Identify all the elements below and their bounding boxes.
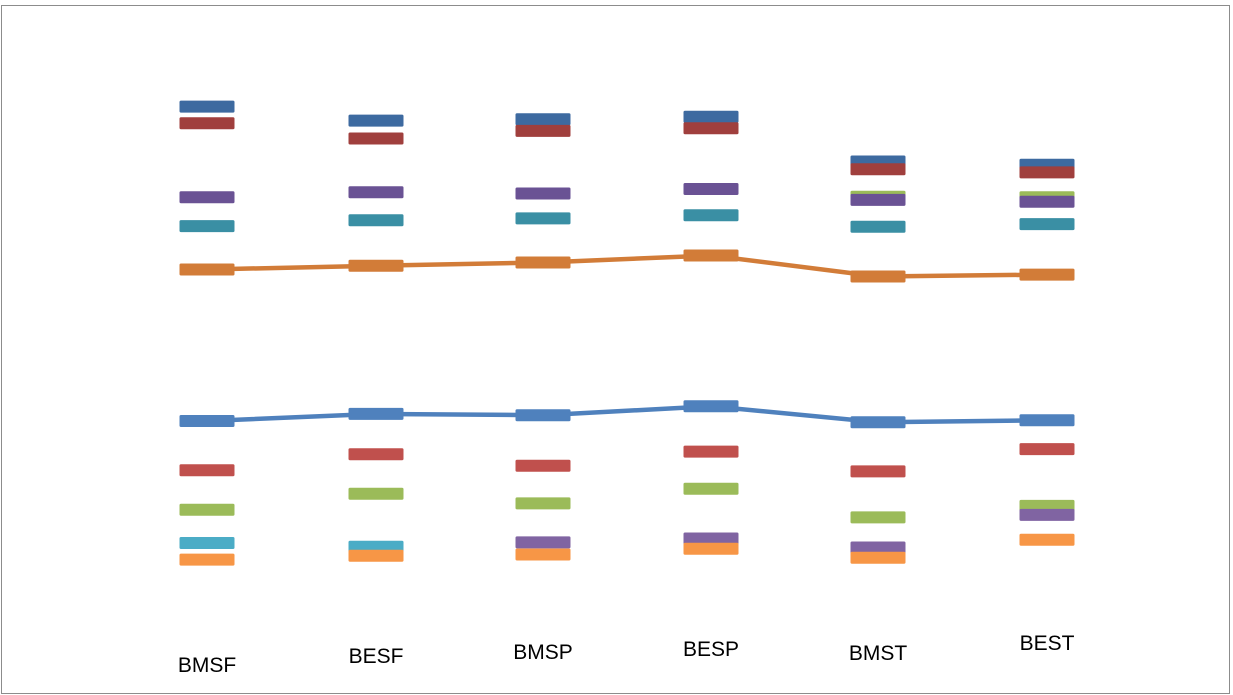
upper-series-1-marker-best — [1019, 166, 1075, 179]
lower-series-2-marker-besp — [683, 482, 739, 495]
upper-series-4-marker-besf — [348, 214, 404, 227]
lower-series-3-marker-best — [1019, 508, 1075, 521]
lower-series-0-marker-bmst — [850, 416, 906, 429]
lower-series-2-marker-bmsp — [515, 497, 571, 510]
category-label-besf: BESF — [349, 645, 404, 668]
upper-series-3-marker-besp — [683, 183, 739, 195]
upper-series-5-marker-bmsp — [515, 256, 571, 269]
upper-series-1-marker-bmst — [850, 163, 906, 176]
upper-series-3-marker-bmsp — [515, 187, 571, 200]
lower-series-3-marker-besp — [683, 532, 739, 545]
lower-series-2-marker-bmst — [850, 511, 906, 524]
category-label-bmsf: BMSF — [178, 654, 236, 677]
lower-series-5-marker-bmsf — [179, 553, 235, 566]
lower-series-0-marker-besf — [348, 407, 404, 420]
upper-series-5-marker-besf — [348, 259, 404, 272]
upper-series-1-marker-besf — [348, 132, 404, 145]
upper-series-4-marker-bmsp — [515, 212, 571, 225]
category-label-bmst: BMST — [849, 642, 908, 665]
upper-series-3-marker-besf — [348, 186, 404, 199]
lower-series-0-marker-besp — [683, 400, 739, 413]
lower-series-5-marker-bmst — [850, 551, 906, 564]
upper-series-1-marker-besp — [683, 122, 739, 135]
upper-series-0-marker-bmsp — [515, 113, 571, 126]
lower-series-5-marker-besp — [683, 542, 739, 555]
upper-series-5-marker-besp — [683, 249, 739, 262]
upper-series-5-marker-bmst — [850, 270, 906, 283]
lower-series-5-marker-best — [1019, 533, 1075, 546]
lower-series-4-marker-bmsf — [179, 537, 235, 549]
lower-series-1-marker-best — [1019, 443, 1075, 456]
upper-series-4-marker-best — [1019, 218, 1075, 231]
upper-series-5-marker-best — [1019, 268, 1075, 281]
lower-series-5-marker-besf — [348, 549, 404, 562]
upper-series-3-marker-best — [1019, 195, 1075, 208]
lower-series-0-marker-bmsp — [515, 409, 571, 422]
lower-series-2-marker-bmsf — [179, 503, 235, 516]
lower-series-0-marker-best — [1019, 414, 1075, 427]
lower-series-1-marker-besf — [348, 448, 404, 461]
lower-series-1-marker-bmsf — [179, 464, 235, 477]
lower-series-1-marker-bmst — [850, 465, 906, 478]
upper-series-4-marker-besp — [683, 209, 739, 222]
lower-series-3-marker-bmst — [850, 541, 906, 554]
lower-series-0-line — [206, 404, 1048, 425]
category-label-bmsp: BMSP — [513, 641, 573, 664]
upper-series-0-marker-besp — [683, 110, 739, 123]
upper-series-0-marker-besf — [348, 114, 404, 127]
category-label-best: BEST — [1020, 632, 1075, 655]
lower-series-1-marker-bmsp — [515, 459, 571, 472]
upper-series-3-marker-bmst — [850, 193, 906, 206]
upper-series-5-marker-bmsf — [179, 263, 235, 276]
lower-series-5-marker-bmsp — [515, 548, 571, 561]
upper-series-0-marker-bmsf — [179, 100, 235, 113]
lower-series-0-marker-bmsf — [179, 415, 235, 427]
category-label-besp: BESP — [683, 638, 739, 661]
data-markers — [179, 100, 1075, 566]
upper-series-3-marker-bmsf — [179, 191, 235, 204]
category-labels: BMSF BESF BMSP BESP BMST BEST — [178, 632, 1075, 677]
lower-series-2-marker-besf — [348, 487, 404, 500]
upper-series-4-marker-bmsf — [179, 220, 235, 233]
lower-series-3-marker-bmsp — [515, 536, 571, 549]
series-lines — [206, 253, 1048, 425]
upper-series-1-marker-bmsf — [179, 117, 235, 130]
upper-series-4-marker-bmst — [850, 220, 906, 233]
upper-series-5-line — [206, 253, 1048, 279]
upper-series-1-marker-bmsp — [515, 124, 571, 137]
lower-series-1-marker-besp — [683, 445, 739, 458]
